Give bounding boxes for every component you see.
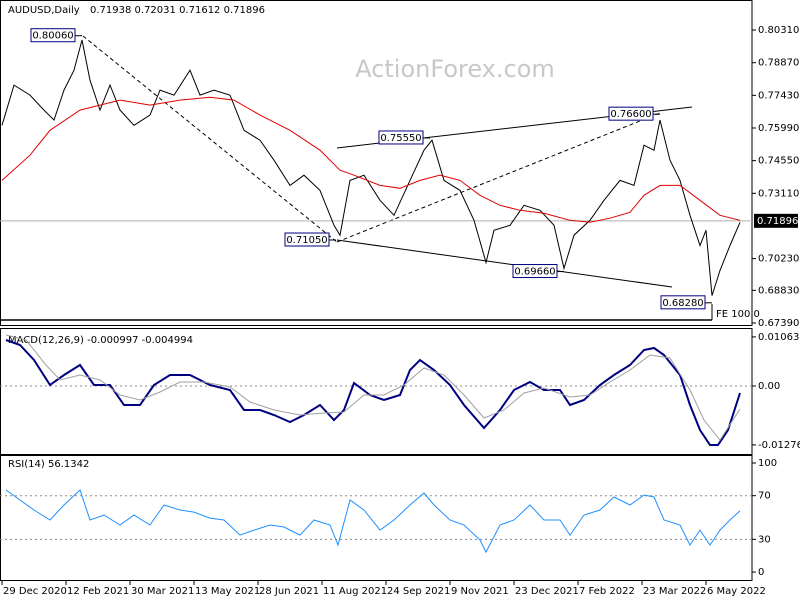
- y-tick-label: 0.67390: [758, 318, 799, 329]
- annotation-label: 0.80060: [32, 31, 73, 42]
- y-tick-label: 0.68830: [758, 285, 799, 296]
- y-tick-label: 0: [758, 567, 764, 578]
- series-line: [5, 339, 741, 446]
- y-tick-label: 0.77430: [758, 90, 799, 101]
- y-tick-label: 0.78870: [758, 58, 799, 69]
- annotation-box: [378, 130, 424, 145]
- y-tick-label: 100: [758, 458, 777, 469]
- retrace-line: [82, 35, 338, 243]
- x-tick-label: 24 Sep 2021: [387, 586, 450, 597]
- x-tick-label: 11 Aug 2021: [323, 586, 387, 597]
- annotation-label: 0.71050: [286, 235, 327, 246]
- y-tick-label: 0.70230: [758, 254, 799, 265]
- rsi-title: RSI(14) 56.1342: [8, 459, 89, 470]
- annotation-box: [608, 106, 654, 121]
- annotation-box: [284, 232, 330, 247]
- x-tick-label: 23 Mar 2022: [643, 586, 706, 597]
- series-line: [5, 334, 741, 441]
- last-price-label: 0.71896: [757, 216, 798, 227]
- panel-borders: [0, 0, 753, 581]
- y-tick-label: 0.74550: [758, 156, 799, 167]
- channel-lower: [336, 239, 673, 288]
- chart-title: AUDUSD,Daily: [8, 5, 80, 16]
- series-line: [1, 39, 741, 296]
- y-tick-label: 30: [758, 534, 771, 545]
- series-line: [1, 96, 741, 223]
- annotation-label: 0.75550: [380, 133, 421, 144]
- price-panel: [0, 0, 753, 326]
- macd-title: MACD(12,26,9) -0.000997 -0.004994: [8, 335, 193, 346]
- annotation-label: 0.69660: [514, 267, 555, 278]
- y-tick-label: 0.00: [758, 381, 780, 392]
- x-tick-label: 9 Nov 2021: [451, 586, 509, 597]
- annotation-label: 0.76600: [610, 109, 651, 120]
- series-line: [5, 489, 741, 554]
- annotation-box: [512, 264, 558, 279]
- y-tick-label: 70: [758, 491, 771, 502]
- x-tick-label: 23 Dec 2021: [515, 586, 579, 597]
- x-tick-label: 29 Dec 2020: [3, 586, 67, 597]
- y-tick-label: 0.010631: [758, 332, 800, 343]
- x-tick-label: 12 Feb 2021: [67, 586, 129, 597]
- x-tick-label: 13 May 2021: [195, 586, 260, 597]
- rsi-panel: [0, 455, 753, 581]
- x-tick-label: 28 Jun 2021: [259, 586, 319, 597]
- x-tick-label: 7 Feb 2022: [579, 586, 635, 597]
- fe-label: FE 100.0: [716, 309, 760, 320]
- y-tick-label: -0.012767: [758, 440, 800, 451]
- watermark: ActionForex.com: [355, 55, 555, 83]
- macd-panel: [0, 328, 753, 455]
- annotation-box: [30, 28, 76, 43]
- annotation-label: 0.68280: [662, 298, 703, 309]
- y-tick-label: 0.73110: [758, 188, 799, 199]
- y-tick-label: 0.80310: [758, 25, 799, 36]
- chart-subtitle: 0.71938 0.72031 0.71612 0.71896: [90, 5, 265, 16]
- last-price-box: [754, 213, 798, 228]
- x-tick-label: 6 May 2022: [707, 586, 766, 597]
- x-tick-label: 30 Mar 2021: [131, 586, 194, 597]
- y-tick-label: 0.75990: [758, 123, 799, 134]
- annotation-box: [660, 295, 706, 310]
